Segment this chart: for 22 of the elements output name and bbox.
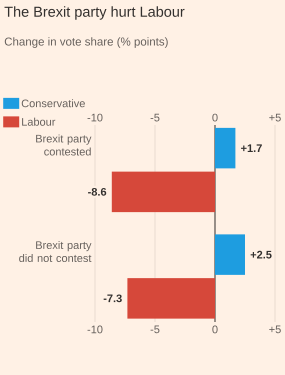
bar — [215, 234, 245, 275]
bar — [112, 172, 215, 212]
x2-tick-label: -10 — [88, 326, 103, 334]
x-tick-label: +5 — [269, 114, 281, 122]
data-label: -8.6 — [88, 188, 106, 196]
chart-title: The Brexit party hurt Labour — [4, 6, 184, 20]
y-tick-label: Brexit party did not contest — [19, 240, 92, 262]
x-tick-label: 0 — [212, 114, 218, 122]
bar — [127, 278, 215, 319]
legend-label: Conservative — [22, 99, 85, 108]
bar — [215, 128, 236, 168]
x2-tick-label: +5 — [269, 326, 281, 334]
y-tick-label: Brexit party contested — [36, 134, 92, 156]
x2-tick-label: 0 — [212, 326, 218, 334]
x-tick-label: -5 — [150, 114, 160, 122]
legend-label: Labour — [22, 118, 56, 126]
data-label: +2.5 — [250, 250, 272, 259]
data-label: +1.7 — [241, 144, 262, 152]
data-label: -7.3 — [104, 294, 122, 302]
x2-tick-label: -5 — [150, 326, 160, 334]
x-tick-label: -10 — [88, 114, 103, 122]
chart-subtitle: Change in vote share (% points) — [4, 37, 168, 48]
